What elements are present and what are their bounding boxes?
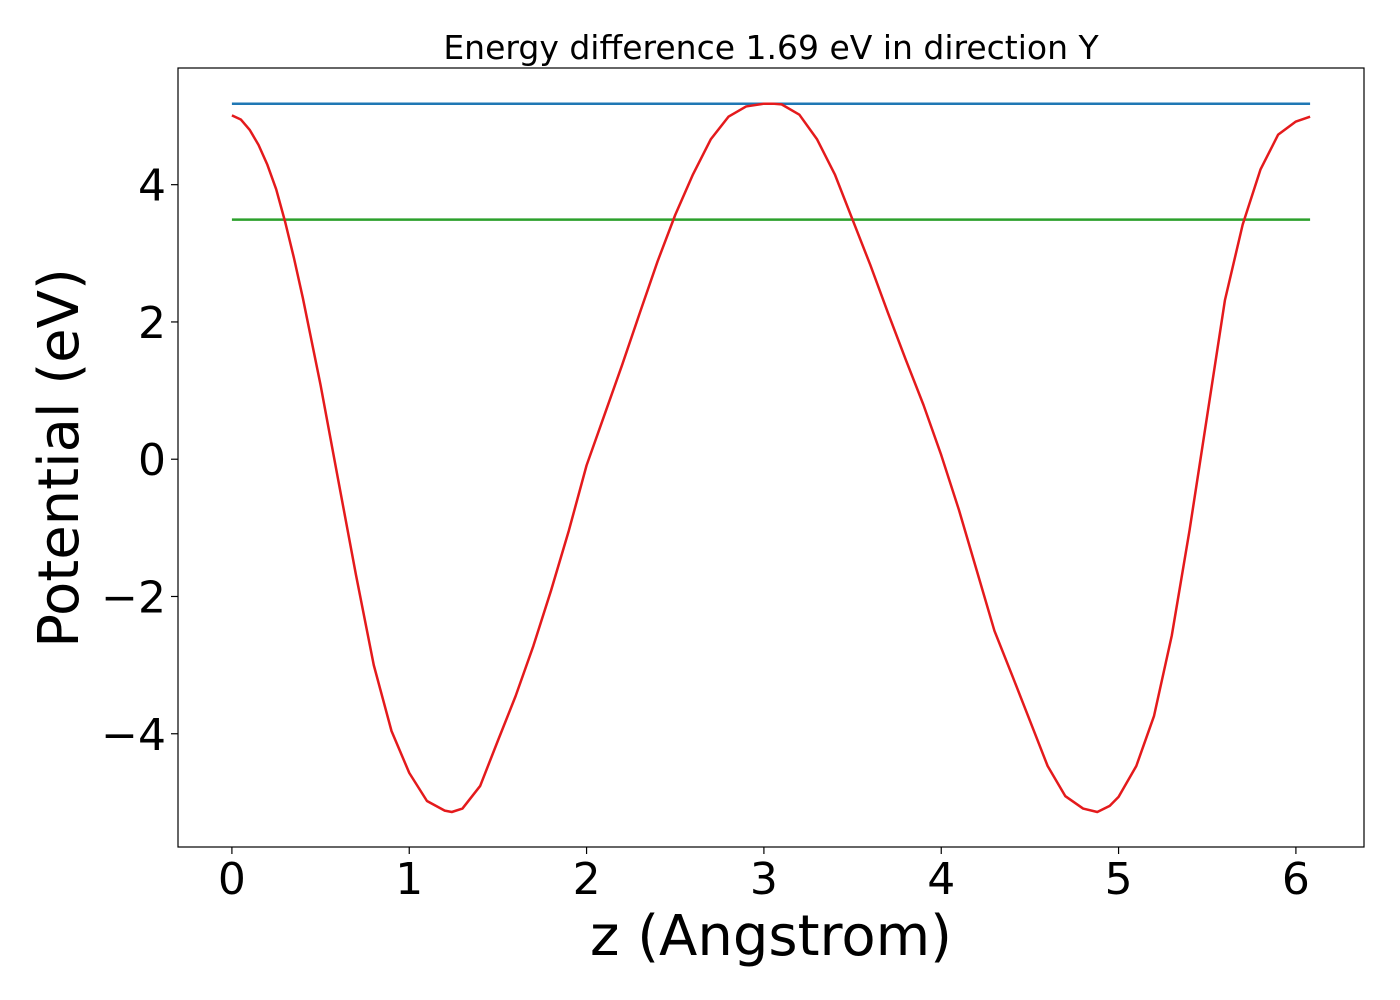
y-tick-label: 0 [138, 435, 166, 486]
plot-frame [177, 67, 1365, 848]
x-axis-label: z (Angstrom) [590, 904, 952, 969]
x-tick-label: 3 [750, 854, 778, 905]
y-tick-label: −4 [101, 710, 166, 761]
line-series [231, 102, 1311, 814]
x-tick-label: 4 [927, 854, 955, 905]
chart-title: Energy difference 1.69 eV in direction Y [443, 28, 1099, 67]
x-tick-label: 6 [1282, 854, 1310, 905]
y-tick-label: 4 [138, 161, 166, 212]
x-tick-label: 5 [1105, 854, 1133, 905]
x-tick-label: 2 [573, 854, 601, 905]
y-tick-label: 2 [138, 298, 166, 349]
y-axis-label: Potential (eV) [27, 268, 92, 648]
x-tick-label: 0 [218, 854, 246, 905]
x-tick-label: 1 [395, 854, 423, 905]
y-tick-label: −2 [101, 572, 166, 623]
